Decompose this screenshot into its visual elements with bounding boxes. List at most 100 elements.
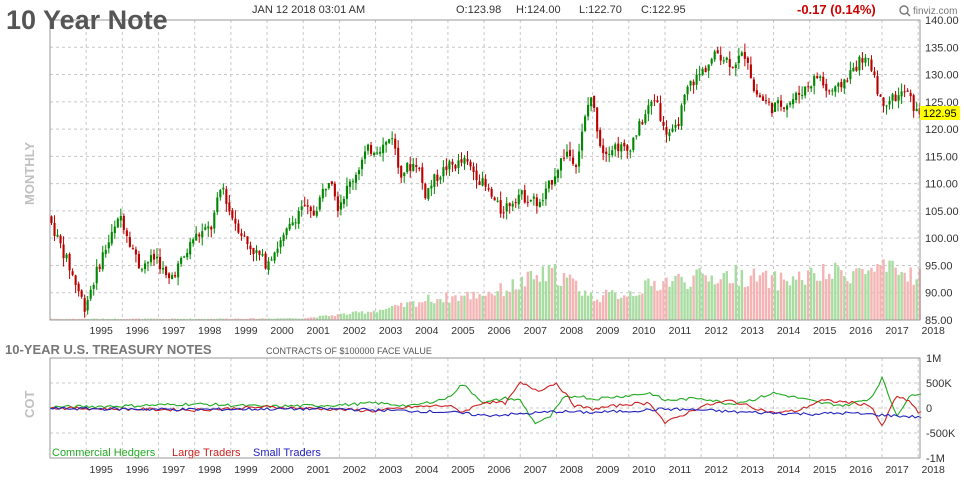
volume-bar bbox=[598, 302, 602, 320]
volume-bar bbox=[837, 266, 840, 320]
price-tick-label: 130.00 bbox=[925, 70, 959, 82]
candle-body bbox=[457, 160, 460, 168]
finviz-logo-icon[interactable] bbox=[899, 5, 911, 17]
price-tick-label: 100.00 bbox=[925, 233, 959, 245]
volume-bar bbox=[321, 315, 325, 320]
cot-series-line bbox=[49, 375, 922, 425]
candle-body bbox=[366, 144, 370, 151]
datetime-readout: JAN 12 2018 03:01 AM bbox=[252, 4, 365, 16]
candle-body bbox=[427, 187, 430, 199]
volume-bar bbox=[722, 273, 725, 320]
candle-body bbox=[165, 266, 168, 276]
cot-subtitle: CONTRACTS OF $100000 FACE VALUE bbox=[266, 346, 432, 356]
candle-body bbox=[204, 227, 207, 230]
candle-body bbox=[267, 261, 270, 271]
candle-body bbox=[345, 185, 348, 199]
candle-body bbox=[186, 252, 189, 258]
volume-bar bbox=[475, 298, 478, 320]
candle-body bbox=[779, 100, 783, 107]
volume-bar bbox=[237, 318, 240, 320]
volume-bar bbox=[894, 267, 897, 320]
candle-body bbox=[662, 121, 665, 126]
volume-bar bbox=[270, 318, 273, 320]
volume-bar bbox=[176, 318, 180, 320]
candle-body bbox=[909, 92, 912, 97]
volume-bar bbox=[773, 271, 777, 320]
volume-bar bbox=[396, 305, 400, 320]
volume-bar bbox=[170, 318, 174, 320]
candle-body bbox=[279, 240, 282, 248]
volume-bar bbox=[406, 302, 409, 320]
candle-body bbox=[354, 174, 358, 183]
volume-bar bbox=[264, 318, 267, 320]
candle-body bbox=[192, 239, 195, 244]
candle-body bbox=[412, 163, 415, 171]
candle-body bbox=[593, 96, 596, 108]
volume-bar bbox=[213, 318, 216, 320]
candle-body bbox=[324, 188, 327, 191]
candle-body bbox=[276, 248, 279, 253]
volume-bar bbox=[876, 263, 879, 320]
candle-body bbox=[155, 256, 159, 259]
candle-body bbox=[225, 189, 228, 204]
volume-bar bbox=[222, 318, 225, 320]
candle-body bbox=[246, 236, 249, 245]
volume-bar bbox=[797, 271, 801, 320]
candle-body bbox=[767, 101, 771, 103]
svg-text:122.95: 122.95 bbox=[923, 108, 957, 120]
volume-bar bbox=[454, 295, 457, 320]
volume-bar bbox=[806, 270, 810, 320]
candle-body bbox=[207, 226, 210, 229]
volume-bar bbox=[900, 271, 903, 320]
volume-bar bbox=[662, 281, 665, 320]
candle-body bbox=[568, 150, 572, 157]
candle-body bbox=[415, 165, 418, 167]
candle-body bbox=[95, 266, 98, 284]
volume-bar bbox=[89, 318, 92, 320]
volume-bar bbox=[568, 274, 572, 320]
volume-bar bbox=[59, 318, 62, 320]
candle-body bbox=[638, 120, 641, 136]
volume-bar bbox=[737, 285, 741, 320]
year-tick-label: 1999 bbox=[234, 325, 258, 337]
candle-body bbox=[541, 200, 544, 202]
year-tick-label: 2015 bbox=[813, 325, 837, 337]
volume-bar bbox=[146, 318, 150, 320]
year-tick-label: 2016 bbox=[849, 325, 873, 337]
volume-bar bbox=[746, 286, 750, 320]
volume-bar bbox=[77, 318, 80, 320]
brand-link[interactable]: finviz.com bbox=[913, 6, 957, 17]
volume-bar bbox=[194, 318, 198, 320]
candle-body bbox=[617, 143, 620, 152]
candle-body bbox=[282, 234, 285, 242]
volume-bar bbox=[586, 295, 590, 320]
candle-body bbox=[849, 70, 852, 80]
candle-body bbox=[424, 183, 427, 199]
candle-body bbox=[439, 177, 442, 180]
volume-bar bbox=[315, 317, 318, 320]
volume-bar bbox=[897, 274, 900, 320]
volume-bar bbox=[574, 280, 578, 320]
volume-bar bbox=[822, 263, 825, 320]
year-tick-label: 1996 bbox=[126, 325, 150, 337]
cot-year-tick-label: 2002 bbox=[343, 464, 367, 476]
candle-body bbox=[695, 74, 698, 85]
candle-body bbox=[351, 181, 355, 183]
candle-body bbox=[891, 94, 894, 101]
volume-bar bbox=[623, 295, 626, 320]
candle-body bbox=[252, 247, 255, 254]
cot-year-tick-label: 1995 bbox=[89, 464, 113, 476]
volume-bar bbox=[201, 318, 204, 320]
candle-body bbox=[885, 105, 888, 107]
volume-bar bbox=[819, 280, 822, 320]
candle-body bbox=[692, 81, 695, 86]
cot-year-tick-label: 2000 bbox=[270, 464, 294, 476]
candle-body bbox=[243, 235, 246, 237]
volume-bar bbox=[427, 294, 430, 320]
candle-body bbox=[608, 153, 611, 155]
volume-bar bbox=[164, 318, 168, 320]
volume-bar bbox=[445, 292, 448, 320]
candle-body bbox=[632, 137, 635, 151]
candle-body bbox=[161, 267, 165, 270]
volume-bar bbox=[418, 302, 421, 320]
